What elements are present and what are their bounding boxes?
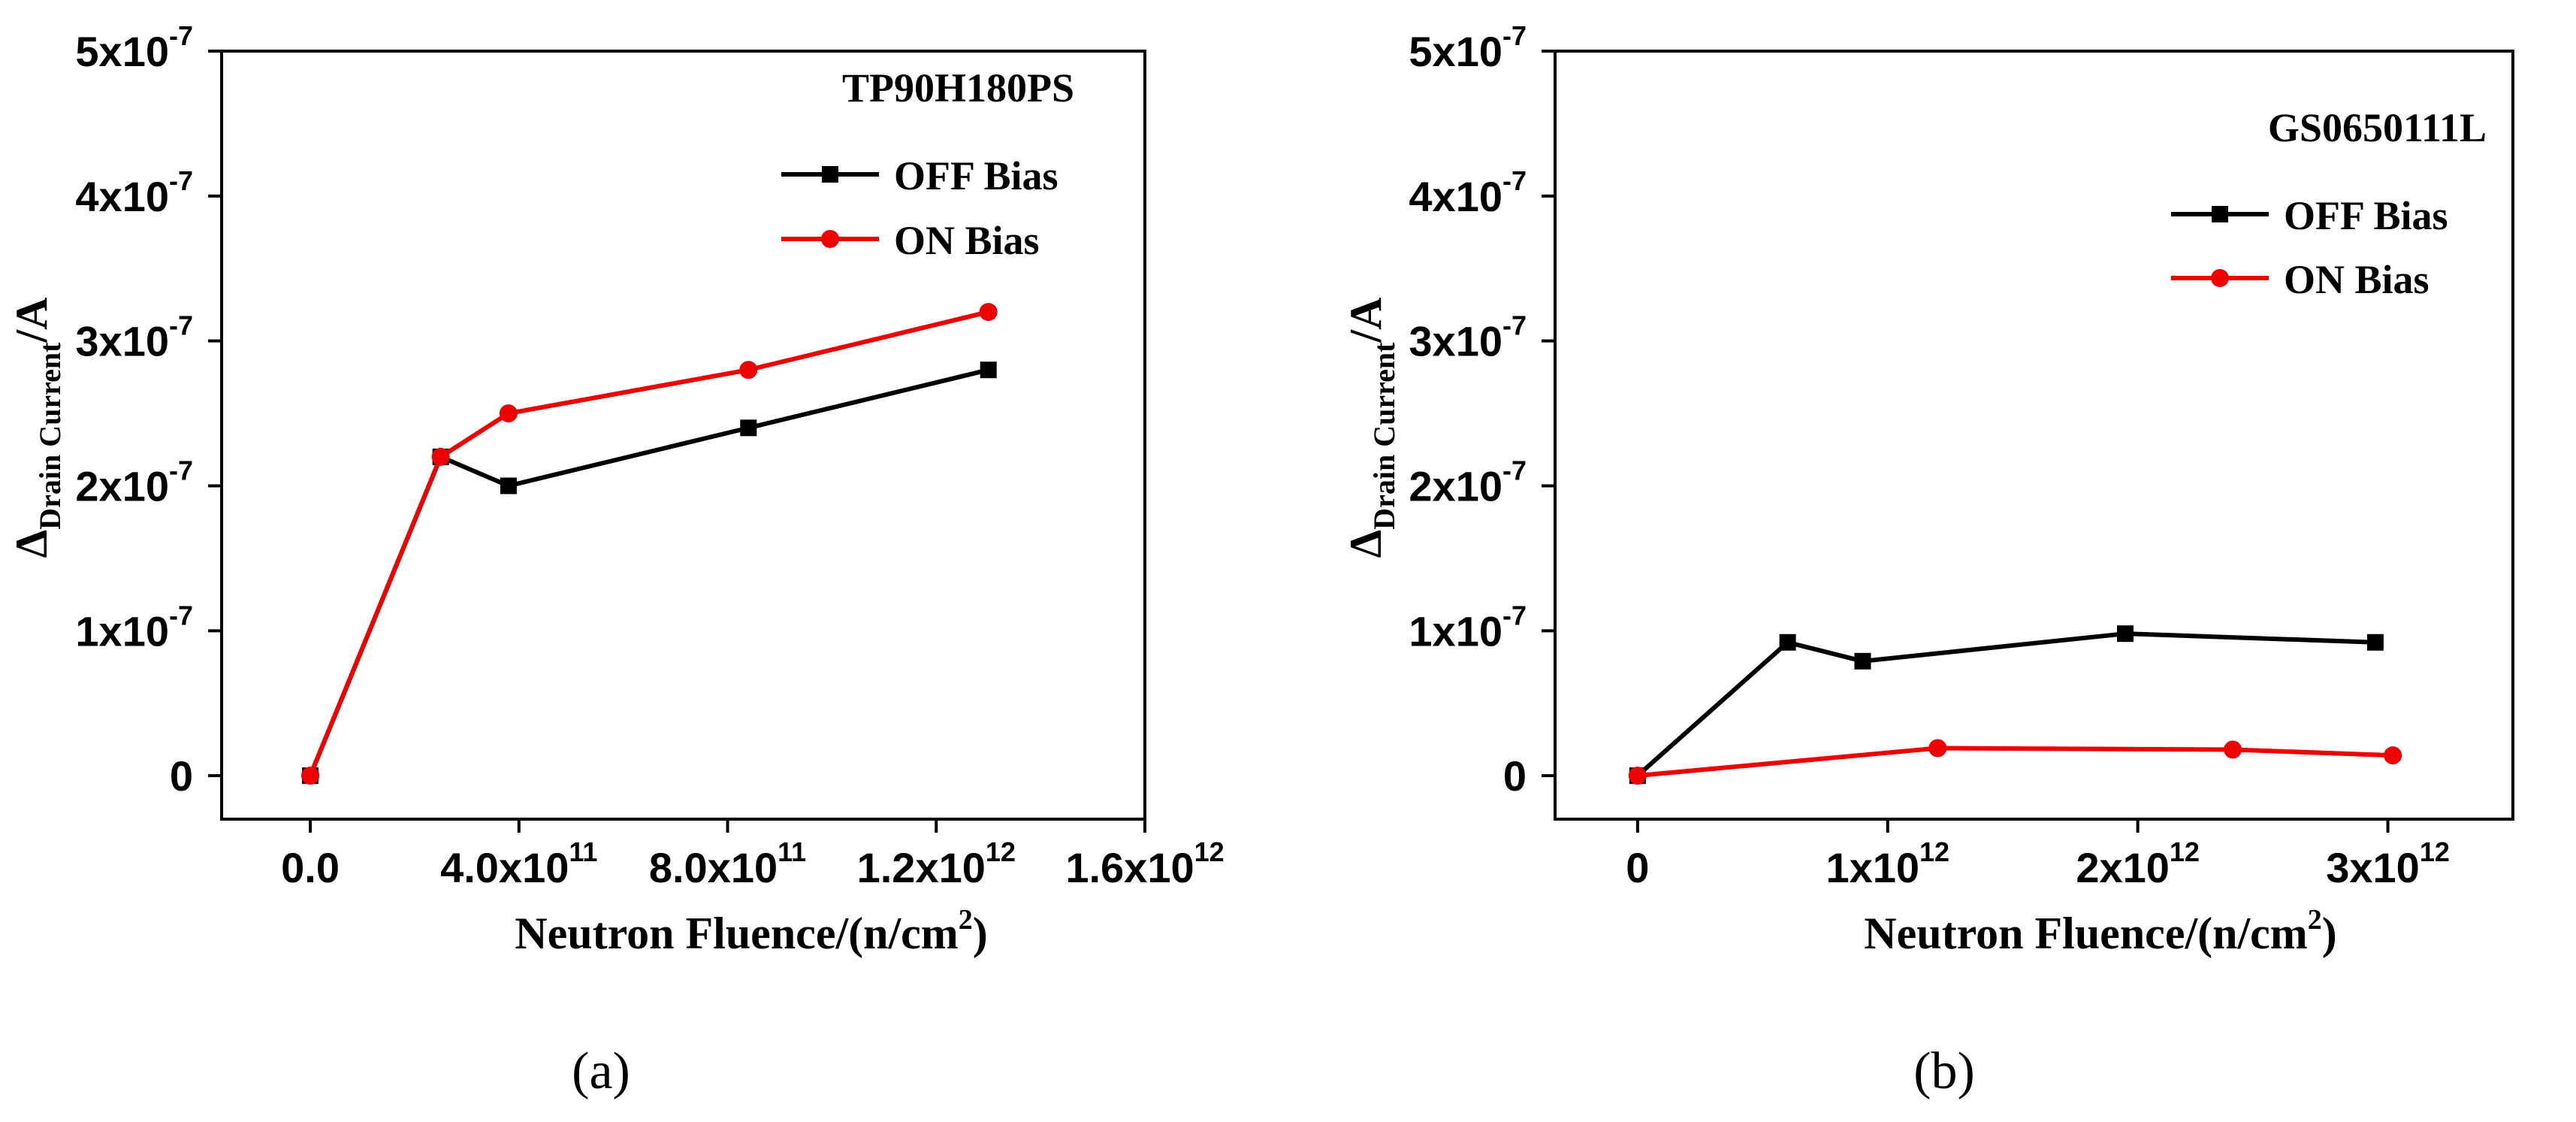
data-point: [980, 361, 997, 379]
y-tick-label: 0: [1503, 752, 1527, 800]
plot-frame: [1554, 50, 2514, 821]
data-point: [1854, 652, 1871, 670]
y-tick-label: 2x10-7: [1409, 455, 1527, 510]
legend: TP90H180PS OFF Bias ON Bias: [781, 65, 1074, 263]
data-point: [2366, 634, 2384, 651]
y-tick-label: 3x10-7: [75, 310, 193, 365]
x-tick-label: 0: [1626, 844, 1649, 891]
chart-panel-a: 0 1x10-7 2x10-7 3x10-7 4x10-7 5x10-7 0.0 4.0x10…: [7, 20, 1225, 1100]
y-tick-label: 0: [170, 752, 193, 800]
legend-label: OFF Bias: [894, 153, 1058, 198]
data-point: [301, 767, 320, 785]
data-point: [740, 419, 757, 437]
x-axis-label: Neutron Fluence/(n/cm2): [1864, 904, 2336, 958]
x-tick-label: 2x1012: [2076, 836, 2200, 891]
y-axis-label: ΔDrain Current/A: [7, 298, 67, 558]
x-tick-label: 4.0x1011: [440, 836, 597, 891]
series-on-bias: [301, 303, 998, 785]
panel-label: (a): [572, 1042, 630, 1100]
data-point: [2117, 625, 2134, 643]
y-tick-label: 1x10-7: [1409, 600, 1527, 655]
legend-marker: [2212, 206, 2228, 222]
data-point: [1628, 767, 1647, 785]
y-tick-label: 5x10-7: [75, 20, 193, 75]
data-point: [500, 477, 517, 494]
y-tick-label: 4x10-7: [75, 165, 193, 220]
series-line: [308, 367, 989, 777]
legend-label: ON Bias: [2284, 257, 2430, 302]
x-tick-label: 1.6x1012: [1065, 836, 1224, 891]
data-point: [1928, 739, 1947, 758]
data-point: [499, 404, 518, 423]
data-point: [2384, 746, 2402, 765]
legend-marker: [822, 166, 838, 183]
x-tick-label: 1x1012: [1826, 836, 1949, 891]
x-tick-label: 0.0: [281, 844, 340, 891]
y-tick-label: 4x10-7: [1409, 165, 1527, 220]
x-tick-label: 1.2x1012: [857, 836, 1016, 891]
legend: GS0650111L OFF Bias ON Bias: [2171, 105, 2487, 302]
legend-marker: [821, 230, 839, 248]
series-line: [308, 310, 989, 777]
series-line: [1637, 745, 2393, 779]
data-point: [1779, 634, 1796, 651]
series-line: [1635, 631, 2376, 778]
series-on-bias: [1628, 739, 2402, 785]
y-tick-label: 2x10-7: [75, 455, 193, 510]
data-point: [979, 303, 998, 322]
data-point: [2224, 740, 2242, 759]
plot-frame: [220, 50, 1146, 821]
panel-label: (b): [1913, 1042, 1975, 1100]
y-tick-label: 5x10-7: [1409, 20, 1527, 75]
y-axis-label: ΔDrain Current/A: [1341, 298, 1401, 558]
x-tick-label: 3x1012: [2326, 836, 2450, 891]
chart-panel-b: 0 1x10-7 2x10-7 3x10-7 4x10-7 5x10-7 0 1x1012 2x…: [1341, 20, 2514, 1100]
y-tick-label: 3x10-7: [1409, 310, 1527, 365]
x-axis-label: Neutron Fluence/(n/cm2): [515, 904, 987, 958]
legend-marker: [2211, 269, 2229, 287]
data-point: [431, 447, 450, 466]
legend-label: ON Bias: [894, 218, 1040, 263]
legend-title: TP90H180PS: [842, 65, 1074, 110]
data-point: [739, 361, 758, 380]
legend-title: GS0650111L: [2268, 105, 2487, 150]
series-off-bias: [302, 361, 997, 785]
x-tick-label: 8.0x1011: [649, 836, 806, 891]
series-off-bias: [1629, 625, 2384, 785]
y-tick-label: 1x10-7: [75, 600, 193, 655]
legend-label: OFF Bias: [2284, 193, 2448, 238]
